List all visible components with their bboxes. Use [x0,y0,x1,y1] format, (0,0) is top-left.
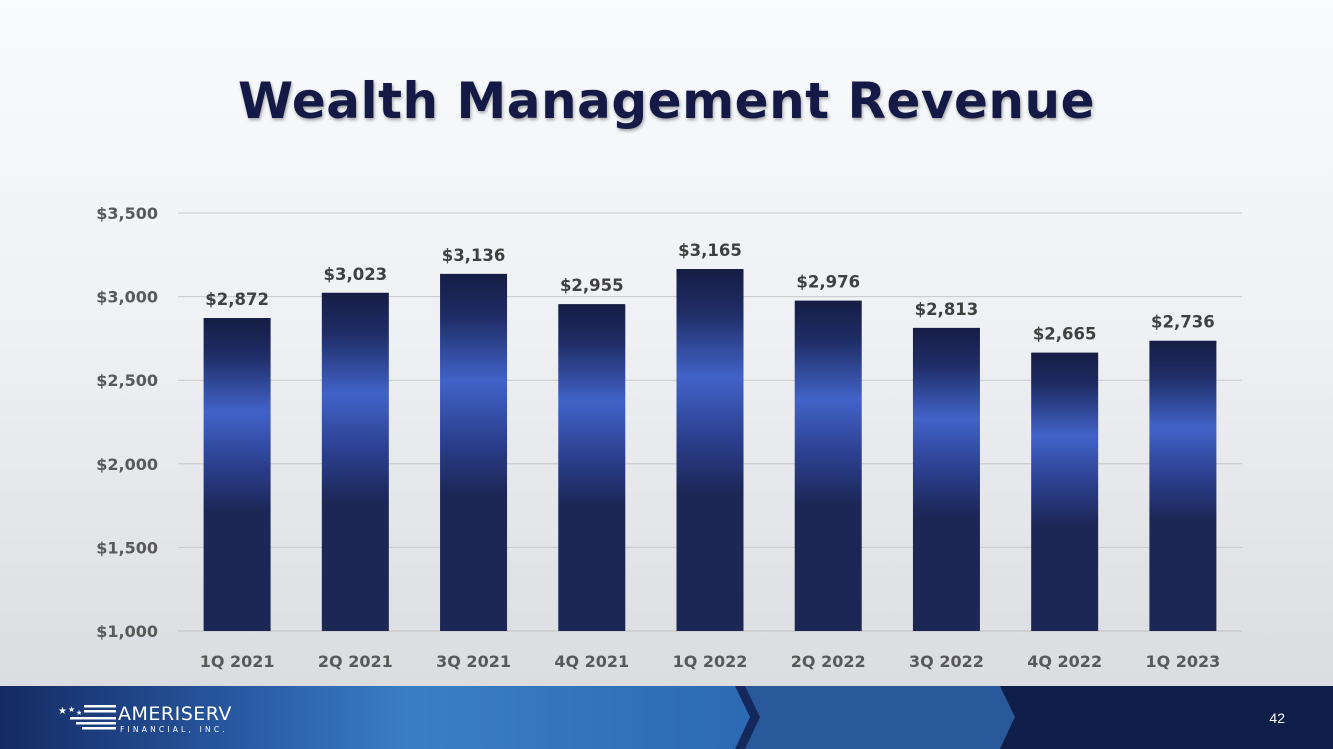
logo-subtitle: FINANCIAL, INC. [120,725,228,734]
flag-stars-icon: ★ ★ ★ [58,705,116,730]
bar [912,327,980,631]
footer-band [0,686,1333,749]
bar [1031,352,1099,631]
y-tick-label: $2,000 [96,455,158,474]
svg-text:★: ★ [58,706,67,717]
x-tick-label: 2Q 2022 [791,652,866,671]
bar [203,318,271,631]
y-tick-label: $3,000 [96,288,158,307]
svg-text:★: ★ [68,705,75,714]
bar [440,273,508,631]
x-tick-label: 3Q 2022 [909,652,984,671]
x-tick-label: 1Q 2023 [1145,652,1220,671]
y-tick-label: $1,000 [96,622,158,641]
x-tick-label: 4Q 2022 [1027,652,1102,671]
revenue-bar-chart: $1,000 $1,500 $2,000 $2,500 $3,000 $3,500 $2,8… [96,204,1242,671]
x-tick-label: 3Q 2021 [436,652,511,671]
logo-wordmark: AMERISERV [118,703,232,725]
x-tick-label: 4Q 2021 [554,652,629,671]
data-label: $3,136 [442,246,506,265]
bar [558,304,626,631]
data-label: $2,955 [560,276,624,295]
data-label: $2,872 [205,290,269,309]
svg-text:★: ★ [76,709,82,717]
y-tick-label: $2,500 [96,371,158,390]
data-label: $3,023 [323,265,387,284]
data-label: $2,665 [1033,325,1097,344]
data-label: $2,813 [915,300,979,319]
x-tick-label: 2Q 2021 [318,652,393,671]
ameriserv-logo: ★ ★ ★ AMERISERV FINANCIAL, INC. [58,700,248,736]
x-tick-label: 1Q 2021 [200,652,275,671]
y-tick-label: $1,500 [96,538,158,557]
y-tick-label: $3,500 [96,204,158,223]
bar [321,292,389,631]
bar [676,269,744,631]
x-tick-label: 1Q 2022 [673,652,748,671]
bar [1149,340,1217,631]
data-label: $3,165 [678,241,742,260]
data-label: $2,736 [1151,313,1215,332]
page-number: 42 [1269,710,1285,726]
data-label: $2,976 [796,273,860,292]
page-title: Wealth Management Revenue [237,72,1096,130]
bar [794,300,862,631]
